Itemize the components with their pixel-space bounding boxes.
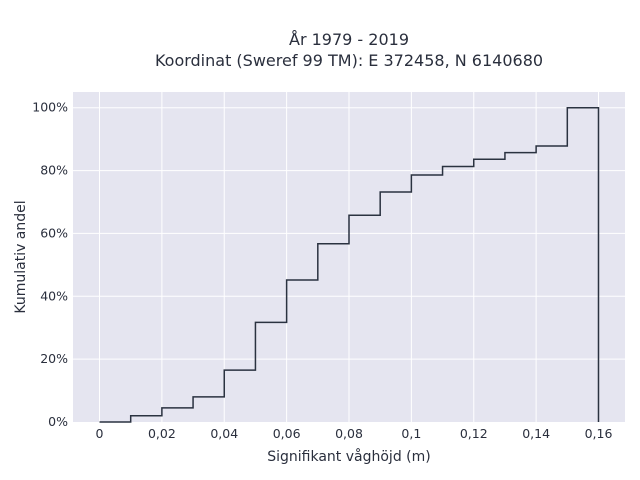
cumulative-step-line [99, 106, 600, 423]
x-tick-label: 0,02 [148, 426, 176, 441]
x-axis-ticks: 0 0,02 0,04 0,06 0,08 0,1 0,12 0,14 0,16 [96, 426, 613, 441]
x-tick-label: 0,12 [460, 426, 488, 441]
y-tick-label: 40% [40, 288, 68, 303]
x-tick-label: 0,04 [210, 426, 238, 441]
y-tick-label: 80% [40, 163, 68, 178]
y-tick-label: 100% [32, 100, 68, 115]
x-tick-label: 0,08 [335, 426, 363, 441]
chart-title-line2: Koordinat (Sweref 99 TM): E 372458, N 61… [155, 51, 543, 70]
y-tick-label: 60% [40, 225, 68, 240]
y-axis-label: Kumulativ andel [13, 200, 29, 313]
y-tick-label: 0% [48, 414, 68, 429]
x-tick-label: 0 [96, 426, 104, 441]
chart-title-line1: År 1979 - 2019 [289, 30, 409, 49]
x-tick-label: 0,1 [401, 426, 421, 441]
y-tick-label: 20% [40, 351, 68, 366]
x-tick-label: 0,14 [522, 426, 550, 441]
x-axis-label: Signifikant våghöjd (m) [267, 448, 430, 465]
x-tick-label: 0,06 [273, 426, 301, 441]
y-axis-ticks: 0% 20% 40% 60% 80% 100% [32, 100, 68, 429]
x-tick-label: 0,16 [585, 426, 613, 441]
